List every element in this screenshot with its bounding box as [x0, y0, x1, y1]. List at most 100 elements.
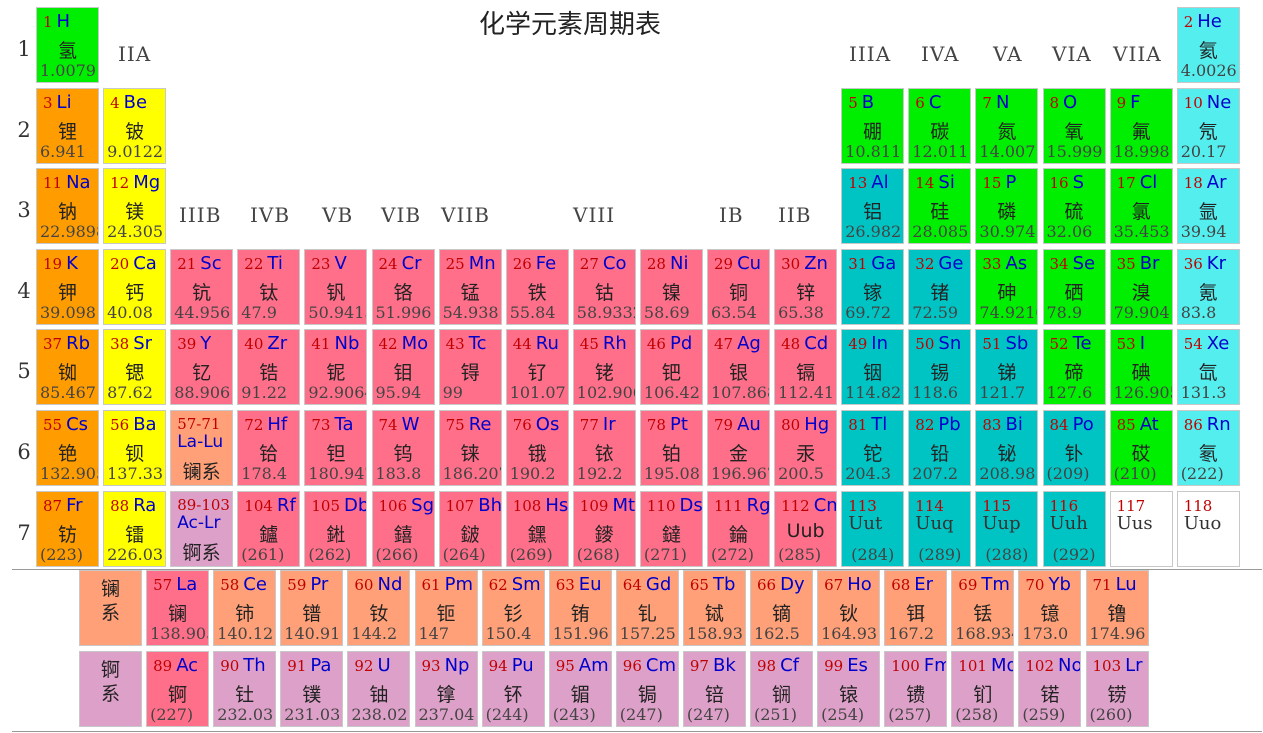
element-ca[interactable]: 20 Ca 钙 40.08: [103, 248, 167, 325]
element-cm[interactable]: 96 Cm 锔 (247): [615, 651, 679, 727]
element-w[interactable]: 74 W 钨 183.8: [371, 410, 435, 486]
element-li[interactable]: 3 Li 锂 6.941: [36, 87, 99, 164]
element-in[interactable]: 49 In 铟 114.82: [841, 329, 905, 406]
series-label-cell[interactable]: 锕系: [79, 651, 142, 727]
element-hf[interactable]: 72 Hf 铪 178.4: [237, 410, 301, 486]
element-mo[interactable]: 42 Mo 钼 95.94: [371, 329, 435, 406]
element-er[interactable]: 68 Er 铒 167.2: [884, 570, 948, 646]
element-uup[interactable]: 115 Uup (288): [975, 490, 1039, 567]
element-ne[interactable]: 10 Ne 氖 20.17: [1176, 87, 1240, 164]
element-te[interactable]: 52 Te 碲 127.6: [1042, 329, 1106, 406]
element-uuq[interactable]: 114 Uuq (289): [908, 490, 972, 567]
element-uus[interactable]: 117 Uus: [1109, 490, 1173, 567]
element-cl[interactable]: 17 Cl 氯 35.453: [1109, 168, 1173, 245]
series-label-cell[interactable]: 镧系: [79, 570, 142, 646]
element-ac[interactable]: 89 Ac 锕 (227): [146, 651, 210, 727]
element-yb[interactable]: 70 Yb 镱 173.0: [1018, 570, 1082, 646]
element-no[interactable]: 102 No 锘 (259): [1018, 651, 1082, 727]
element-nd[interactable]: 60 Nd 钕 144.2: [347, 570, 411, 646]
element-am[interactable]: 95 Am 镅 (243): [548, 651, 612, 727]
element-fm[interactable]: 100Fm 镄(257): [884, 651, 948, 727]
element-pd[interactable]: 46 Pd 钯 106.42: [639, 329, 703, 406]
element-ra[interactable]: 88 Ra 镭 226.03: [103, 490, 167, 567]
element-pr[interactable]: 59 Pr 镨 140.91: [280, 570, 344, 646]
element-sg[interactable]: 106 Sg 𨭎 (266): [371, 490, 435, 567]
element-zr[interactable]: 40 Zr 锆 91.22: [237, 329, 301, 406]
element-mg[interactable]: 12 Mg 镁 24.305: [103, 168, 167, 245]
element-db[interactable]: 105 Db 𨧀 (262): [304, 490, 368, 567]
element-rg[interactable]: 111 Rg 錀 (272): [707, 490, 770, 567]
element-si[interactable]: 14 Si 硅 28.085: [908, 168, 972, 245]
element-tc[interactable]: 43 Tc 锝 99: [438, 329, 502, 406]
element-gd[interactable]: 64 Gd 钆 157.25: [615, 570, 679, 646]
element-rb[interactable]: 37 Rb 铷 85.467: [36, 329, 99, 406]
element-cn[interactable]: 112 Cn Uub (285): [774, 490, 838, 567]
element-rn[interactable]: 86 Rn 氡 (222): [1176, 410, 1240, 486]
element-eu[interactable]: 63 Eu 铕 151.96: [548, 570, 612, 646]
element-kr[interactable]: 36 Kr 氪 83.8: [1176, 248, 1240, 325]
element-at[interactable]: 85 At 砹 (210): [1109, 410, 1173, 486]
element-ce[interactable]: 58 Ce 铈 140.12: [213, 570, 277, 646]
element-ir[interactable]: 77 Ir 铱 192.2: [572, 410, 636, 486]
element-th[interactable]: 90 Th 钍 232.03: [213, 651, 277, 727]
element-tb[interactable]: 65 Tb 铽 158.93: [682, 570, 746, 646]
element-c[interactable]: 6 C 碳 12.011: [908, 87, 972, 164]
element-ac-lr[interactable]: 89-103 Ac-Lr 锕系: [170, 490, 234, 567]
element-br[interactable]: 35 Br 溴 79.904: [1109, 248, 1173, 325]
element-zn[interactable]: 30 Zn 锌 65.38: [774, 248, 838, 325]
element-sn[interactable]: 50 Sn 锡 118.6: [908, 329, 972, 406]
element-h[interactable]: 1 H 氢 1.0079: [36, 7, 99, 83]
element-p[interactable]: 15 P 磷 30.974: [975, 168, 1039, 245]
element-sm[interactable]: 62 Sm 钐 150.4: [481, 570, 545, 646]
element-pm[interactable]: 61 Pm 钷 147: [414, 570, 478, 646]
element-hs[interactable]: 108 Hs 𨭆 (269): [505, 490, 569, 567]
element-uut[interactable]: 113 Uut (284): [841, 490, 905, 567]
element-bk[interactable]: 97 Bk 锫 (247): [682, 651, 746, 727]
element-pa[interactable]: 91 Pa 镤 231.03: [280, 651, 344, 727]
element-hg[interactable]: 80 Hg 汞 200.5: [774, 410, 838, 486]
element-he[interactable]: 2 He 氦 4.0026: [1176, 7, 1240, 83]
element-ni[interactable]: 28 Ni 镍 58.69: [639, 248, 703, 325]
element-n[interactable]: 7 N 氮 14.007: [975, 87, 1039, 164]
element-f[interactable]: 9 F 氟 18.998: [1109, 87, 1173, 164]
element-sr[interactable]: 38 Sr 锶 87.62: [103, 329, 167, 406]
element-k[interactable]: 19 K 钾 39.098: [36, 248, 99, 325]
element-uuo[interactable]: 118 Uuo: [1176, 490, 1240, 567]
element-es[interactable]: 99 Es 锿 (254): [817, 651, 881, 727]
element-np[interactable]: 93 Np 镎 237.04: [414, 651, 478, 727]
element-po[interactable]: 84 Po 钋 (209): [1042, 410, 1106, 486]
element-ge[interactable]: 32 Ge 锗 72.59: [908, 248, 972, 325]
element-sb[interactable]: 51 Sb 锑 121.7: [975, 329, 1039, 406]
element-ga[interactable]: 31 Ga 镓 69.72: [841, 248, 905, 325]
element-al[interactable]: 13 Al 铝 26.982: [841, 168, 905, 245]
element-lr[interactable]: 103 Lr 铹 (260): [1085, 651, 1149, 727]
element-u[interactable]: 92 U 铀 238.02: [347, 651, 411, 727]
element-s[interactable]: 16 S 硫 32.06: [1042, 168, 1106, 245]
element-md[interactable]: 101Md 钔(258): [951, 651, 1015, 727]
element-la-lu[interactable]: 57-71 La-Lu 镧系: [170, 410, 234, 486]
element-cr[interactable]: 24 Cr 铬 51.996: [371, 248, 435, 325]
element-ho[interactable]: 67 Ho 钬 164.93: [817, 570, 881, 646]
element-pu[interactable]: 94 Pu 钚 (244): [481, 651, 545, 727]
element-pb[interactable]: 82 Pb 铅 207.2: [908, 410, 972, 486]
element-sc[interactable]: 21 Sc 钪 44.956: [170, 248, 234, 325]
element-ba[interactable]: 56 Ba 钡 137.33: [103, 410, 167, 486]
element-be[interactable]: 4 Be 铍 9.0122: [103, 87, 167, 164]
element-cu[interactable]: 29 Cu 铜 63.54: [707, 248, 770, 325]
element-dy[interactable]: 66 Dy 镝 162.5: [750, 570, 813, 646]
element-mt[interactable]: 109 Mt 䥑 (268): [572, 490, 636, 567]
element-fe[interactable]: 26 Fe 铁 55.84: [505, 248, 569, 325]
